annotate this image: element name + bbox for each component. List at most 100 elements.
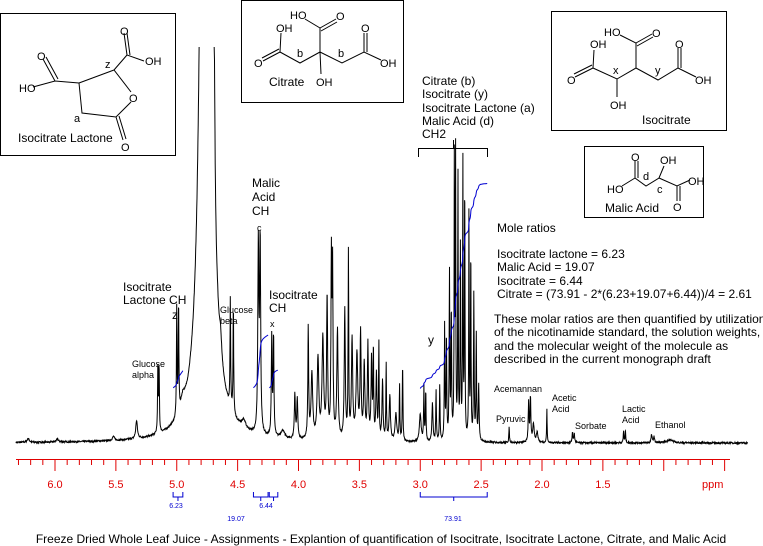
integral-bracket [268,492,279,501]
integral-bracket [419,492,488,501]
atom-label: O [361,23,370,35]
mole-ratio-note: of the nicotinamide standard, the soluti… [494,325,760,339]
figure-caption: Freeze Dried Whole Leaf Juice - Assignme… [36,532,726,546]
atom-label: O [254,58,263,70]
annotation-glucose-alpha: alpha [132,370,154,380]
integral-curve [419,183,488,389]
annotation-acemannan: Acemannan [494,384,542,394]
mole-ratios-title: Mole ratios [497,221,556,235]
atom-label: O [567,75,576,87]
isocitrate-lactone-structure: O HO O OH O O z a Isocitrate Lactone [0,13,176,156]
atom-label: HO [290,10,307,22]
structure-name: Isocitrate [642,113,691,127]
position-label-x: x [613,65,619,77]
x-tick-label: 5.0 [169,479,184,491]
x-tick-label: 3.0 [413,479,428,491]
atom-label: OH [145,56,162,68]
annotation-isocitrate-lactone-ch: Isocitrate [123,280,172,294]
x-tick-label: 2.0 [534,479,549,491]
atom-label: O [673,202,682,214]
integral-value: 19.07 [227,516,245,523]
annotation-line: Malic Acid (d) [422,114,494,128]
x-tick-label: 3.5 [352,479,367,491]
integral-value: 6.44 [259,503,273,510]
annotation-line: Citrate (b) [422,74,475,88]
atom-label: OH [316,77,333,89]
position-label-z: z [105,59,111,71]
annotation-acetic-acid: Acid [552,404,570,414]
annotation-line: Isocitrate Lactone (a) [422,101,535,115]
integral-curve [253,334,269,389]
atom-label: OH [590,39,607,51]
mole-ratio-note: described in the current monograph draft [494,352,711,366]
atom-label: O [129,93,138,105]
atom-label: OH [610,100,627,112]
atom-label: O [631,152,640,164]
atom-label: OH [380,58,397,70]
x-tick-label: 2.5 [473,479,488,491]
peak-annotations: Isocitrate Lactone CH z Glucose alpha Gl… [123,176,686,431]
atom-label: O [37,51,46,63]
position-label-b: b [338,48,344,60]
annotation-line: Isocitrate (y) [422,87,488,101]
mole-ratio-line: Malic Acid = 19.07 [497,260,595,274]
atom-label: HO [19,83,36,95]
annotation-glucose-beta: Glucose [220,305,253,315]
x-tick-label: 1.5 [595,479,610,491]
annotation-malic-acid-ch: CH [252,204,269,218]
position-label-d: d [643,171,649,183]
malic-acid-structure: O HO OH OH O d c Malic Acid [584,146,705,218]
mole-ratios-block: Mole ratios Isocitrate lactone = 6.23 Ma… [494,221,763,366]
atom-label: HO [607,184,624,196]
ppm-axis: 6.0 5.5 5.0 4.5 4.0 3.5 3.0 2.5 2.0 1.5 [16,459,730,491]
annotation-isocitrate-ch: Isocitrate [269,288,318,302]
mole-ratio-line: Citrate = (73.91 - 2*(6.23+19.07+6.44))/… [497,287,752,301]
mole-ratio-line: Isocitrate = 6.44 [497,274,583,288]
x-axis-label: ppm [702,479,723,491]
annotation-malic-acid-ch: Malic [252,176,280,190]
mole-ratio-line: Isocitrate lactone = 6.23 [497,247,625,261]
annotation-ethanol: Ethanol [655,420,686,430]
structure-name: Malic Acid [605,201,659,215]
spectrum-line [15,47,748,446]
spectrum-plot [15,47,748,446]
x-tick-label: 6.0 [47,479,62,491]
annotation-z: z [172,308,178,322]
integral-curve [172,370,184,389]
structure-name: Citrate [269,75,305,89]
atom-label: OH [276,23,293,35]
annotation-sorbate: Sorbate [575,421,607,431]
integral-curves: 6.23 19.07 6.44 73.91 [169,183,488,523]
position-label-a: a [74,113,81,125]
integral-value: 6.23 [169,503,183,510]
atom-label: OH [695,75,712,87]
mole-ratio-note: These molar ratios are then quantified b… [494,312,763,326]
annotation-acetic-acid: Acetic [552,393,577,403]
annotation-y: y [428,333,434,347]
x-tick-label: 5.5 [108,479,123,491]
position-label-c: c [657,184,663,196]
annotation-malic-acid-ch: Acid [252,190,275,204]
atom-label: OH [660,155,677,167]
ch2-bracket [418,140,488,157]
annotation-c: c [257,223,262,233]
integral-bracket [172,492,184,501]
integral-bracket [252,492,269,501]
atom-label: O [121,142,130,154]
isocitrate-structure: HO O OH O O OH OH x y Isocitrate [551,11,727,131]
x-tick-label: 4.0 [291,479,306,491]
atom-label: O [336,11,345,23]
integral-curve [269,369,279,389]
atom-label: HO [604,27,621,39]
mole-ratio-note: and the molecular weight of the molecule… [494,339,728,353]
x-tick-label: 4.5 [230,479,245,491]
atom-label: OH [688,176,705,188]
integral-value: 73.91 [444,516,462,523]
position-label-b: b [297,48,303,60]
annotation-x: x [270,319,275,329]
annotation-glucose-alpha: Glucose [132,359,165,369]
atom-label: O [675,39,684,51]
annotation-lactic-acid: Acid [622,415,640,425]
structure-name: Isocitrate Lactone [18,131,113,145]
